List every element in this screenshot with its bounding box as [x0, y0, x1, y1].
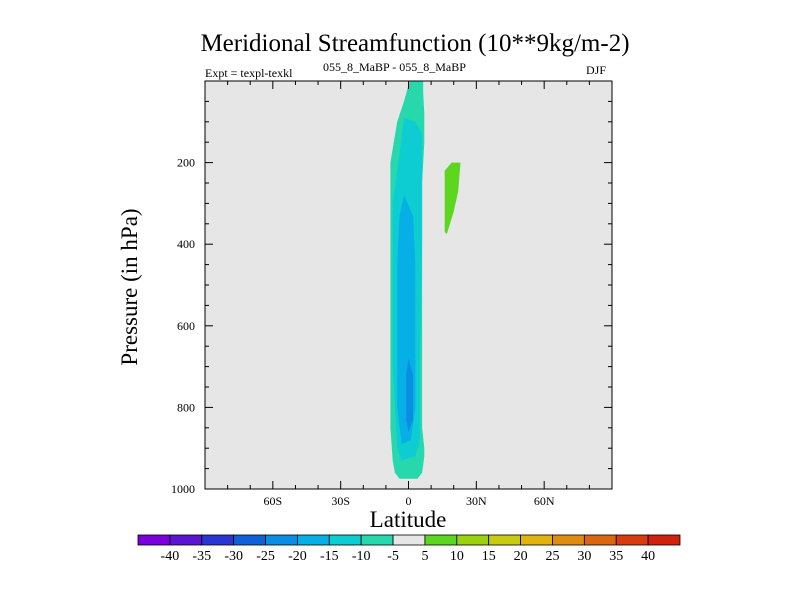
x-tick-label-4: 60N	[534, 494, 555, 508]
colorbar-box-13	[552, 534, 585, 546]
chart-title: Meridional Streamfunction (10**9kg/m-2)	[200, 30, 630, 57]
colorbar-label-12: 25	[545, 549, 559, 564]
colorbar-box-1	[169, 534, 203, 546]
colorbar-label-7: -5	[387, 549, 399, 564]
colorbar-box-3	[233, 534, 266, 546]
x-tick-label-1: 30S	[331, 494, 350, 508]
colorbar-label-11: 20	[514, 549, 528, 564]
colorbar-label-1: -35	[192, 549, 211, 564]
x-tick-label-3: 30N	[466, 494, 487, 508]
colorbar-box-12	[520, 534, 553, 546]
colorbar-label-0: -40	[161, 549, 180, 564]
colorbar-box-14	[583, 534, 617, 546]
colorbar-label-2: -30	[224, 549, 243, 564]
colorbar-label-4: -20	[288, 549, 307, 564]
colorbar-box-16	[647, 534, 681, 546]
colorbar-label-14: 35	[609, 549, 623, 564]
axis-ticks: 60S 30S 0 30N 60N 200 400 600 800 1000	[171, 81, 612, 508]
colorbar-label-10: 15	[482, 549, 496, 564]
colorbar-box-0	[137, 534, 171, 546]
comparison-label: 055_8_MaBP - 055_8_MaBP	[323, 60, 466, 74]
colorbar-box-11	[488, 534, 521, 546]
x-tick-label-0: 60S	[263, 494, 282, 508]
colorbar-box-9	[424, 534, 458, 546]
colorbar-label-9: 10	[450, 549, 464, 564]
contour-region-3	[406, 358, 413, 432]
x-axis-label: Latitude	[369, 507, 447, 532]
y-tick-label-2: 600	[177, 319, 195, 333]
colorbar-box-15	[615, 534, 649, 546]
y-tick-label-3: 800	[177, 400, 195, 414]
colorbar-label-8: 5	[421, 549, 428, 564]
contour-regions	[390, 81, 461, 479]
colorbar-box-4	[265, 534, 298, 546]
colorbar-box-8	[392, 534, 426, 546]
y-tick-label-4: 1000	[171, 482, 195, 496]
colorbar-label-13: 30	[577, 549, 591, 564]
season-label: DJF	[586, 63, 607, 77]
colorbar-box-6	[328, 534, 362, 546]
x-tick-label-2: 0	[406, 494, 412, 508]
colorbar-box-10	[456, 534, 490, 546]
experiment-label: Expt = texpl-texkl	[205, 66, 293, 80]
contour-region-4	[444, 162, 461, 234]
colorbar-box-7	[360, 534, 394, 546]
colorbar: -40 -35 -30 -25 -20 -15 -10 -5 5 10 15 20 25 30 35 40	[137, 534, 681, 564]
colorbar-box-2	[201, 534, 235, 546]
colorbar-box-5	[297, 534, 330, 546]
y-tick-label-1: 400	[177, 237, 195, 251]
colorbar-label-5: -15	[320, 549, 339, 564]
colorbar-label-3: -25	[256, 549, 275, 564]
colorbar-label-15: 40	[641, 549, 655, 564]
y-tick-label-0: 200	[177, 156, 195, 170]
colorbar-label-6: -10	[352, 549, 371, 564]
